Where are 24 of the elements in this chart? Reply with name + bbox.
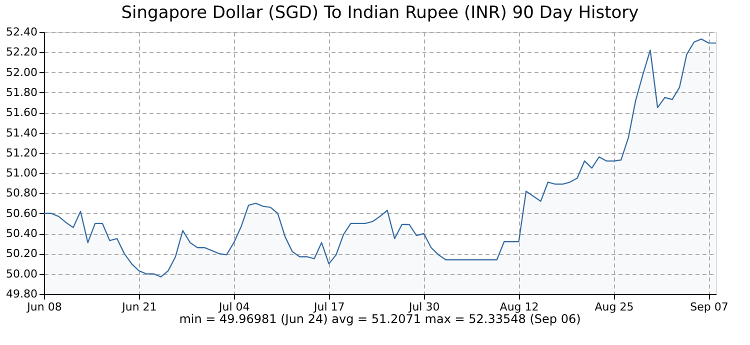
x-tick-label: Jun 21 [121,300,157,314]
y-tick-label: 50.20 [6,247,38,260]
x-tick-label: Jul 17 [312,300,345,314]
y-tick-label: 51.40 [6,126,38,140]
y-tick-label: 49.80 [6,288,38,300]
x-tick-label: Jul 30 [408,300,440,314]
x-tick-label: Jul 04 [218,300,250,314]
y-tick-label: 52.20 [6,46,38,59]
x-tick-label: Jun 08 [26,300,62,314]
y-tick-label: 51.20 [6,146,38,160]
y-tick-label: 50.60 [6,206,38,220]
y-tick-label: 52.00 [6,66,38,79]
x-tick-label: Aug 25 [594,300,634,314]
y-tick-label: 50.40 [6,227,38,240]
text: min = 49.96981 (Jun 24) avg = 51.2071 max = 52.33548 (Sep 06) [179,312,581,326]
chart-title: Singapore Dollar (SGD) To Indian Rupee (INR) 90 Day History [121,3,639,23]
y-tick-label: 51.80 [6,86,38,99]
y-tick-label: 51.60 [6,106,38,120]
x-tick-label: Sep 07 [690,300,728,314]
y-tick-label: 50.80 [6,186,38,200]
y-tick-label: 52.40 [6,26,38,38]
x-tick-label: Aug 12 [500,300,539,314]
y-tick-label: 50.00 [6,267,38,280]
y-tick-label: 51.00 [6,166,38,180]
